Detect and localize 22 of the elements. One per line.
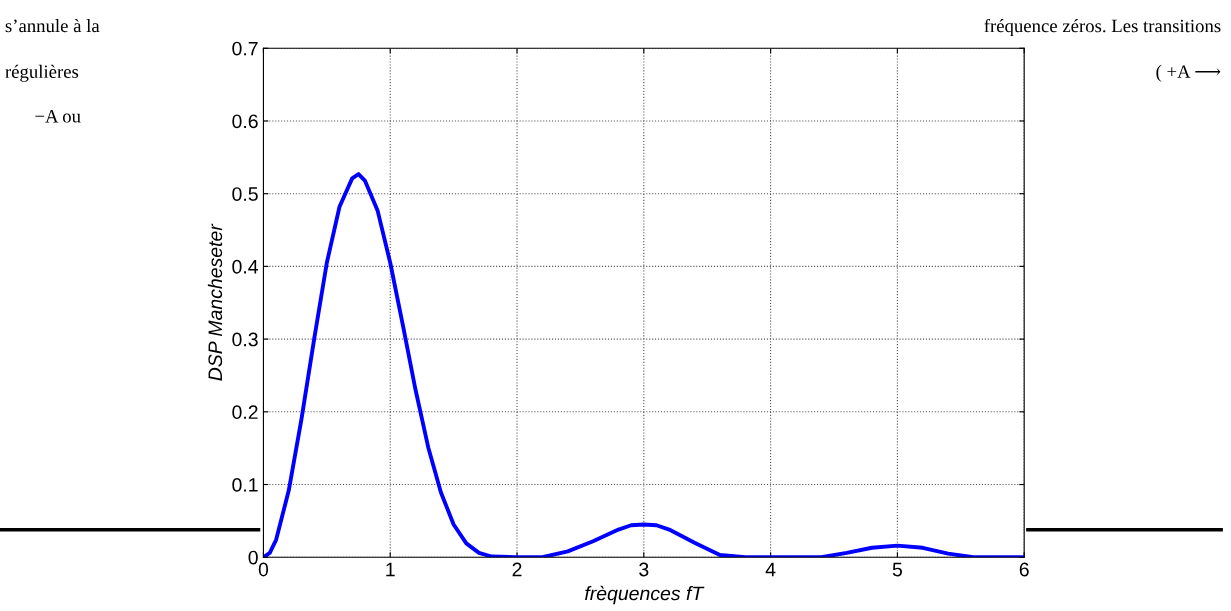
text: ( +A ⟶: [1156, 64, 1221, 82]
x-tick-label: 6: [1019, 562, 1029, 577]
x-tick-label: 4: [765, 562, 776, 577]
y-tick-label: 0.5: [232, 187, 258, 201]
x-axis-title: frèquences fT: [585, 585, 705, 605]
text: s’annule à la: [5, 18, 100, 33]
y-axis-title: DSP Mancheseter: [207, 223, 223, 381]
x-tick-label: 2: [512, 562, 522, 577]
y-tick-label: 0: [248, 550, 258, 565]
y-tick-label: 0.3: [232, 332, 258, 347]
y-tick-label: 0.2: [232, 405, 258, 420]
x-tick-label: 1: [386, 562, 395, 577]
x-tick-label: 3: [639, 562, 649, 577]
y-tick-label: 0.1: [232, 477, 258, 492]
y-tick-label: 0.7: [232, 41, 258, 56]
text: fréquence zéros. Les transitions: [984, 18, 1221, 37]
y-tick-label: 0.6: [232, 114, 258, 129]
x-tick-label: 5: [892, 562, 902, 577]
text: régulières: [5, 64, 79, 82]
text: −A ou: [35, 110, 81, 123]
y-tick-label: 0.4: [232, 259, 259, 274]
x-tick-label: 0: [258, 562, 269, 577]
